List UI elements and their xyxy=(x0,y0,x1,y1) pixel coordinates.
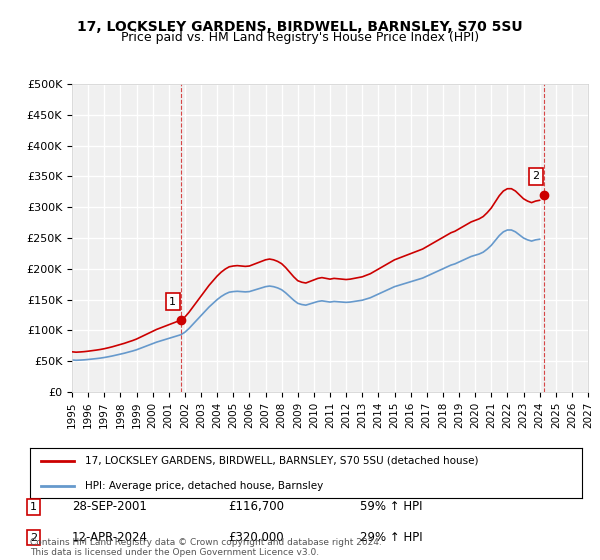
Text: £116,700: £116,700 xyxy=(228,500,284,514)
Text: 12-APR-2024: 12-APR-2024 xyxy=(72,531,148,544)
Text: 2: 2 xyxy=(533,171,539,181)
Text: Price paid vs. HM Land Registry's House Price Index (HPI): Price paid vs. HM Land Registry's House … xyxy=(121,31,479,44)
Text: 1: 1 xyxy=(169,297,176,307)
Text: HPI: Average price, detached house, Barnsley: HPI: Average price, detached house, Barn… xyxy=(85,481,323,491)
Text: 59% ↑ HPI: 59% ↑ HPI xyxy=(360,500,422,514)
Text: £320,000: £320,000 xyxy=(228,531,284,544)
Text: 1: 1 xyxy=(30,502,37,512)
Text: 17, LOCKSLEY GARDENS, BIRDWELL, BARNSLEY, S70 5SU (detached house): 17, LOCKSLEY GARDENS, BIRDWELL, BARNSLEY… xyxy=(85,456,479,465)
Text: 29% ↑ HPI: 29% ↑ HPI xyxy=(360,531,422,544)
Text: 2: 2 xyxy=(30,533,37,543)
Text: Contains HM Land Registry data © Crown copyright and database right 2024.
This d: Contains HM Land Registry data © Crown c… xyxy=(30,538,382,557)
Text: 17, LOCKSLEY GARDENS, BIRDWELL, BARNSLEY, S70 5SU: 17, LOCKSLEY GARDENS, BIRDWELL, BARNSLEY… xyxy=(77,20,523,34)
Text: 28-SEP-2001: 28-SEP-2001 xyxy=(72,500,147,514)
